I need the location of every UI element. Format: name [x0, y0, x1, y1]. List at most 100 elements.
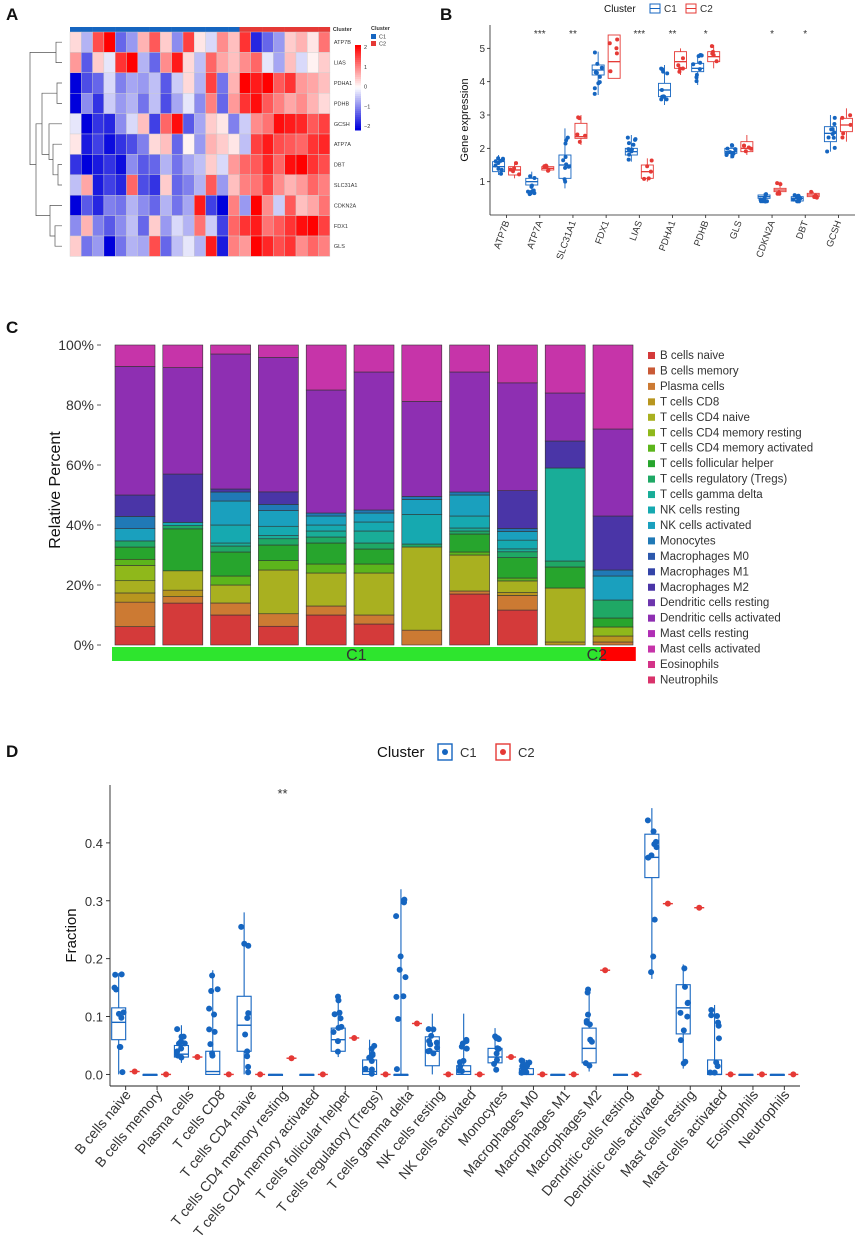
data-point-c2: [678, 66, 683, 71]
heatmap-cell: [148, 52, 161, 74]
x-tick-label: LIAS: [628, 219, 645, 242]
stacked-bar-segment: [449, 593, 490, 646]
data-point-c1: [659, 88, 664, 93]
stacked-bar-segment: [497, 539, 538, 550]
data-point-c1: [174, 1026, 181, 1033]
heatmap-row-label: ATP7A: [334, 142, 351, 148]
data-point-c1: [725, 146, 730, 151]
data-point-c1: [832, 121, 837, 126]
legend-swatch-point: [500, 749, 506, 755]
heatmap-cell: [92, 215, 105, 237]
data-point-c1: [650, 953, 657, 960]
heatmap-cell: [69, 194, 82, 216]
data-point-c2: [645, 164, 650, 169]
heatmap-cell: [137, 52, 150, 74]
heatmap-cell: [239, 52, 252, 74]
data-point-c2: [544, 163, 549, 168]
colorbar-segment: [355, 62, 361, 65]
data-point-c1: [733, 147, 738, 152]
heatmap-cell: [137, 133, 150, 155]
legend-label: Macrophages M2: [660, 582, 749, 594]
heatmap-cell: [92, 174, 105, 196]
data-point-c1: [644, 817, 651, 824]
data-point-c1: [651, 841, 658, 848]
stacked-bar-segment: [544, 641, 586, 646]
data-point-c1: [334, 1038, 341, 1045]
data-point-c1: [178, 1038, 185, 1045]
colorbar-segment: [355, 79, 361, 82]
stacked-bar-segment: [210, 545, 251, 553]
heatmap-cell: [171, 92, 184, 114]
heatmap-cell: [171, 235, 184, 257]
legend-swatch: [648, 460, 655, 468]
stacked-bar-segment: [258, 569, 299, 615]
data-point-c1: [499, 167, 504, 172]
data-point-c1: [400, 993, 407, 1000]
cluster-annotation-label: C1: [346, 647, 367, 664]
data-point-c2: [633, 1071, 640, 1078]
data-point-c1: [119, 1069, 126, 1076]
heatmap-cell: [69, 154, 82, 175]
stacked-bar-segment: [210, 488, 251, 493]
stacked-bar-segment: [353, 512, 395, 523]
colorbar-segment: [355, 117, 361, 120]
stacked-bar-segment: [544, 467, 586, 562]
data-point-c1: [797, 199, 802, 204]
heatmap-cell: [182, 194, 195, 216]
data-point-c1: [428, 1032, 435, 1039]
legend-swatch: [648, 583, 655, 591]
legend-label: Dendritic cells activated: [660, 613, 781, 625]
heatmap-cell: [261, 215, 274, 237]
data-point-c2: [677, 69, 682, 74]
data-point-c1: [528, 174, 533, 179]
heatmap-cell: [182, 133, 195, 155]
colorbar-segment: [355, 47, 361, 50]
data-point-c1: [563, 179, 568, 184]
stacked-bar-segment: [353, 548, 395, 565]
data-point-c1: [680, 1027, 687, 1034]
y-tick-label: 0.2: [85, 952, 103, 967]
data-point-c1: [830, 132, 835, 137]
heatmap-cell: [216, 215, 229, 237]
heatmap-cell: [137, 174, 150, 196]
stacked-bar-segment: [258, 560, 299, 571]
data-point-c1: [791, 197, 796, 202]
heatmap-cell: [284, 92, 297, 114]
heatmap-cell: [114, 174, 127, 196]
data-point-c1: [627, 152, 632, 157]
data-point-c1: [648, 969, 655, 976]
heatmap-cell: [160, 215, 172, 237]
data-point-c2: [840, 115, 845, 120]
significance-marker: ***: [534, 29, 546, 40]
data-point-c1: [595, 61, 600, 66]
box-c2: [607, 34, 621, 79]
data-point-c1: [651, 916, 658, 923]
data-point-c1: [362, 1065, 369, 1072]
legend-swatch: [648, 552, 655, 560]
data-point-c2: [727, 1071, 734, 1078]
y-tick-label: 60%: [66, 457, 94, 473]
data-point-c1: [594, 70, 599, 75]
data-point-c2: [539, 1071, 546, 1078]
heatmap-cell: [284, 52, 297, 74]
heatmap-cell: [182, 215, 195, 237]
data-point-c1: [393, 1066, 400, 1073]
data-point-c2: [514, 161, 519, 166]
stacked-bar-segment: [210, 344, 251, 355]
stacked-bar-segment: [162, 344, 204, 368]
stacked-bar-segment: [258, 344, 299, 358]
stacked-bar-segment: [258, 535, 299, 540]
stacked-bar-segment: [305, 605, 347, 616]
cluster-annotation-cell: [284, 27, 297, 32]
heatmap-cell: [227, 174, 240, 196]
y-tick-label: 20%: [66, 577, 94, 593]
data-point-c1: [493, 1050, 500, 1057]
heatmap-cell: [81, 52, 93, 74]
data-point-c1: [585, 986, 592, 993]
cluster-annotation-cell: [194, 27, 206, 32]
heatmap-cell: [227, 72, 240, 94]
dendrogram-branch: [29, 52, 56, 165]
data-point-c1: [708, 1006, 715, 1013]
heatmap-cell: [171, 72, 184, 94]
